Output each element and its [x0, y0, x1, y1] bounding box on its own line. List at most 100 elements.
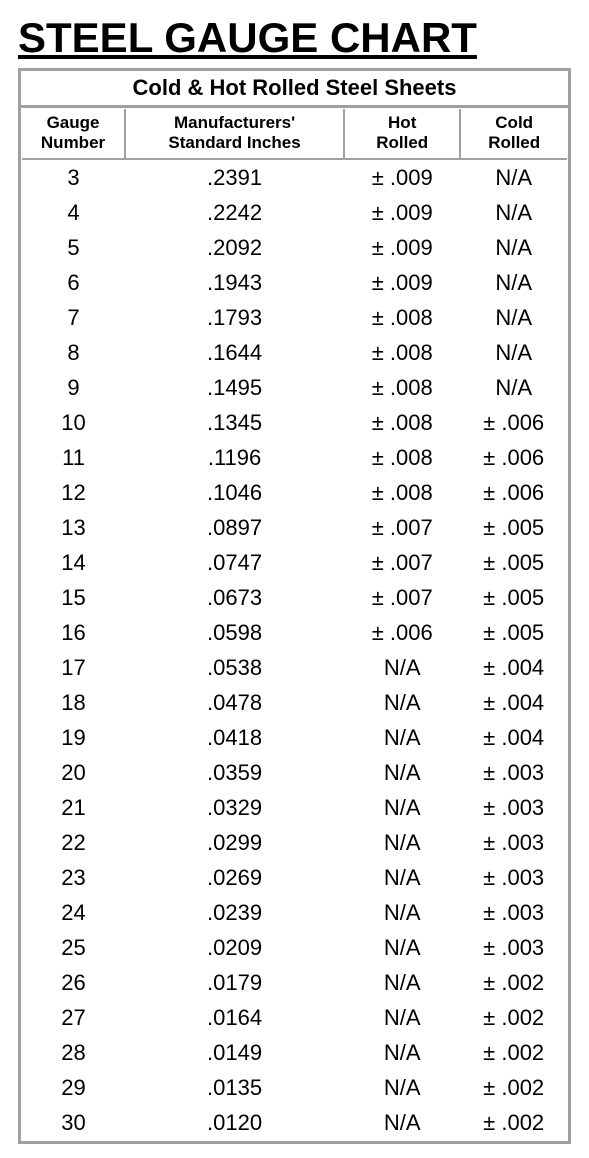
col-header-standard: Manufacturers'Standard Inches [125, 109, 344, 159]
cell-gauge: 15 [22, 580, 125, 615]
cell-hot: N/A [344, 720, 460, 755]
cell-cold: ± .002 [460, 1105, 567, 1140]
cell-gauge: 30 [22, 1105, 125, 1140]
cell-gauge: 27 [22, 1000, 125, 1035]
cell-cold: ± .005 [460, 615, 567, 650]
cell-gauge: 22 [22, 825, 125, 860]
table-subtitle: Cold & Hot Rolled Steel Sheets [21, 71, 568, 105]
header-row: GaugeNumber Manufacturers'Standard Inche… [22, 109, 567, 159]
table-row: 14.0747± .007± .005 [22, 545, 567, 580]
cell-gauge: 20 [22, 755, 125, 790]
cell-std: .0598 [125, 615, 344, 650]
cell-cold: ± .004 [460, 685, 567, 720]
cell-cold: ± .003 [460, 930, 567, 965]
cell-gauge: 9 [22, 370, 125, 405]
cell-hot: ± .007 [344, 510, 460, 545]
cell-std: .0747 [125, 545, 344, 580]
cell-gauge: 17 [22, 650, 125, 685]
cell-cold: N/A [460, 300, 567, 335]
cell-std: .1495 [125, 370, 344, 405]
table-row: 28.0149N/A± .002 [22, 1035, 567, 1070]
cell-gauge: 6 [22, 265, 125, 300]
cell-gauge: 10 [22, 405, 125, 440]
cell-gauge: 13 [22, 510, 125, 545]
cell-cold: ± .005 [460, 580, 567, 615]
cell-hot: N/A [344, 790, 460, 825]
table-row: 19.0418N/A± .004 [22, 720, 567, 755]
cell-std: .2092 [125, 230, 344, 265]
cell-gauge: 5 [22, 230, 125, 265]
table-row: 4.2242± .009N/A [22, 195, 567, 230]
table-row: 7.1793± .008N/A [22, 300, 567, 335]
cell-gauge: 14 [22, 545, 125, 580]
cell-std: .0538 [125, 650, 344, 685]
table-row: 13.0897± .007± .005 [22, 510, 567, 545]
cell-hot: ± .008 [344, 370, 460, 405]
cell-cold: ± .006 [460, 440, 567, 475]
cell-cold: ± .005 [460, 545, 567, 580]
cell-hot: ± .007 [344, 580, 460, 615]
cell-hot: ± .008 [344, 405, 460, 440]
cell-gauge: 19 [22, 720, 125, 755]
cell-gauge: 4 [22, 195, 125, 230]
cell-cold: ± .004 [460, 650, 567, 685]
cell-cold: ± .004 [460, 720, 567, 755]
cell-std: .1644 [125, 335, 344, 370]
cell-std: .0673 [125, 580, 344, 615]
cell-std: .0135 [125, 1070, 344, 1105]
cell-hot: N/A [344, 650, 460, 685]
cell-std: .0478 [125, 685, 344, 720]
cell-hot: ± .009 [344, 195, 460, 230]
gauge-table: GaugeNumber Manufacturers'Standard Inche… [22, 109, 567, 1140]
cell-cold: ± .003 [460, 755, 567, 790]
table-row: 3.2391± .009N/A [22, 159, 567, 195]
table-row: 25.0209N/A± .003 [22, 930, 567, 965]
cell-cold: ± .002 [460, 965, 567, 1000]
cell-hot: ± .007 [344, 545, 460, 580]
cell-hot: N/A [344, 965, 460, 1000]
cell-hot: N/A [344, 1000, 460, 1035]
cell-std: .1943 [125, 265, 344, 300]
cell-cold: ± .002 [460, 1035, 567, 1070]
cell-cold: ± .005 [460, 510, 567, 545]
cell-gauge: 8 [22, 335, 125, 370]
table-row: 8.1644± .008N/A [22, 335, 567, 370]
cell-cold: ± .006 [460, 475, 567, 510]
table-rows: 3.2391± .009N/A4.2242± .009N/A5.2092± .0… [22, 159, 567, 1140]
cell-std: .0359 [125, 755, 344, 790]
gauge-chart-container: Cold & Hot Rolled Steel Sheets GaugeNumb… [18, 68, 571, 1144]
table-row: 30.0120N/A± .002 [22, 1105, 567, 1140]
table-row: 16.0598± .006± .005 [22, 615, 567, 650]
cell-cold: ± .003 [460, 895, 567, 930]
cell-std: .0209 [125, 930, 344, 965]
table-row: 18.0478N/A± .004 [22, 685, 567, 720]
cell-gauge: 16 [22, 615, 125, 650]
cell-std: .2242 [125, 195, 344, 230]
cell-hot: ± .008 [344, 335, 460, 370]
table-row: 22.0299N/A± .003 [22, 825, 567, 860]
cell-cold: N/A [460, 335, 567, 370]
cell-std: .2391 [125, 159, 344, 195]
cell-std: .0329 [125, 790, 344, 825]
cell-hot: N/A [344, 895, 460, 930]
cell-cold: N/A [460, 370, 567, 405]
cell-gauge: 11 [22, 440, 125, 475]
cell-hot: ± .008 [344, 440, 460, 475]
cell-hot: N/A [344, 1105, 460, 1140]
cell-std: .1345 [125, 405, 344, 440]
cell-gauge: 26 [22, 965, 125, 1000]
cell-std: .0164 [125, 1000, 344, 1035]
cell-std: .1196 [125, 440, 344, 475]
cell-cold: N/A [460, 159, 567, 195]
cell-cold: N/A [460, 195, 567, 230]
cell-hot: N/A [344, 860, 460, 895]
col-header-gauge: GaugeNumber [22, 109, 125, 159]
cell-hot: ± .008 [344, 300, 460, 335]
table-row: 17.0538N/A± .004 [22, 650, 567, 685]
cell-cold: ± .003 [460, 860, 567, 895]
cell-gauge: 25 [22, 930, 125, 965]
cell-std: .1046 [125, 475, 344, 510]
cell-cold: ± .003 [460, 790, 567, 825]
table-row: 26.0179N/A± .002 [22, 965, 567, 1000]
cell-std: .0120 [125, 1105, 344, 1140]
